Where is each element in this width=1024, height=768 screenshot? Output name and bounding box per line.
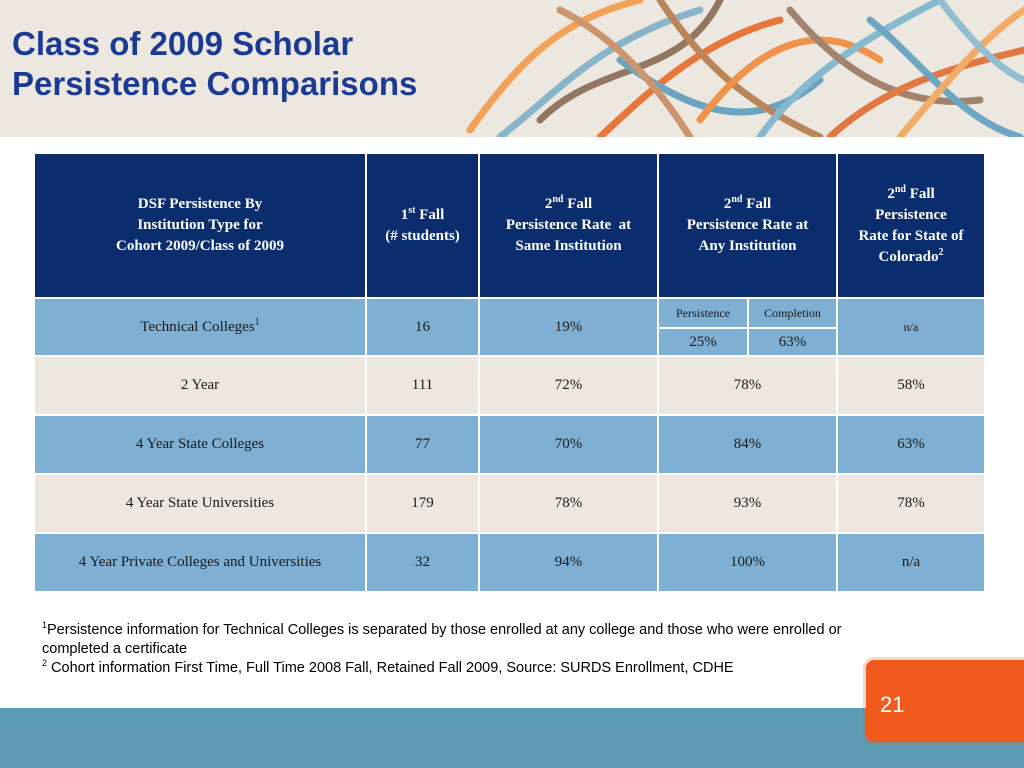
cell-institution: 2 Year xyxy=(33,355,367,416)
header-ordinal-sup: nd xyxy=(894,183,906,195)
table-row: 4 Year State Colleges 77 70% 84% 63% xyxy=(33,414,986,475)
header-line: Persistence Rate at xyxy=(505,217,632,233)
page-title: Class of 2009 Scholar Persistence Compar… xyxy=(12,24,417,104)
cell-students: 111 xyxy=(365,355,480,416)
cell-text: Technical Colleges xyxy=(140,318,255,335)
header-ordinal-sup: nd xyxy=(552,194,564,205)
cell-same-rate: 72% xyxy=(478,355,659,416)
footnote-marker: 1 xyxy=(42,620,48,631)
footnote-1: 1Persistence information for Technical C… xyxy=(42,621,872,659)
title-line-2: Persistence Comparisons xyxy=(12,65,418,102)
cell-same-rate: 70% xyxy=(478,414,659,475)
header-ordinal-sup: nd xyxy=(731,194,743,205)
header-line: Fall xyxy=(905,185,935,202)
cell-institution: Technical Colleges1 xyxy=(33,297,367,357)
header-any-institution-rate: 2nd Fall Persistence Rate at Any Institu… xyxy=(657,152,838,299)
cell-institution: 4 Year State Colleges xyxy=(33,414,367,475)
cell-any-rate: 78% xyxy=(657,355,838,416)
table-row: 2 Year 111 72% 78% 58% xyxy=(33,355,986,416)
header-line: Fall xyxy=(415,206,445,223)
footer-band xyxy=(0,708,1024,768)
cell-state-rate: n/a xyxy=(836,297,986,357)
cell-students: 179 xyxy=(365,473,480,534)
cell-state-rate: 58% xyxy=(836,355,986,416)
cell-institution: 4 Year Private Colleges and Universities xyxy=(33,532,367,593)
footnote-text: Cohort information First Time, Full Time… xyxy=(47,660,734,676)
cell-persistence: 25% xyxy=(657,327,749,357)
header-line: Rate for State of xyxy=(858,227,964,244)
header-line: (# students) xyxy=(385,227,460,244)
cell-any-rate: 100% xyxy=(657,532,838,593)
header-line: Colorado xyxy=(878,248,939,265)
page-number-box xyxy=(866,660,1024,742)
header-line: Persistence xyxy=(875,206,947,223)
header-line: Fall xyxy=(742,196,772,212)
header-state-rate: 2nd Fall Persistence Rate for State of C… xyxy=(836,152,986,299)
header-line: Same Institution xyxy=(515,238,622,254)
cell-any-rate: 84% xyxy=(657,414,838,475)
cell-state-rate: n/a xyxy=(836,532,986,593)
header-line: DSF Persistence By xyxy=(137,196,263,212)
header-ordinal: 1 xyxy=(400,206,409,223)
footnote-marker: 1 xyxy=(254,316,260,328)
footnote-2: 2 Cohort information First Time, Full Ti… xyxy=(42,659,872,678)
table-row: 25% 63% xyxy=(34,327,985,357)
header-line: Any Institution xyxy=(698,238,797,254)
cell-completion: 63% xyxy=(747,327,838,357)
cell-same-rate: 78% xyxy=(478,473,659,534)
footnotes: 1Persistence information for Technical C… xyxy=(42,621,872,678)
header-line: Fall xyxy=(563,196,593,212)
cell-state-rate: 78% xyxy=(836,473,986,534)
cell-completion-label: Completion xyxy=(747,297,838,329)
header-institution-type: DSF Persistence By Institution Type for … xyxy=(33,152,367,299)
abstract-ribbons-graphic xyxy=(466,0,1024,137)
cell-any-rate: 93% xyxy=(657,473,838,534)
cell-students: 77 xyxy=(365,414,480,475)
header-band: Class of 2009 Scholar Persistence Compar… xyxy=(0,0,1024,137)
header-line: Persistence Rate at xyxy=(686,217,809,233)
table-header-row: DSF Persistence By Institution Type for … xyxy=(33,152,986,299)
header-ordinal: 2 xyxy=(723,196,732,212)
table-row: 4 Year State Universities 179 78% 93% 78… xyxy=(33,473,986,534)
title-line-1: Class of 2009 Scholar xyxy=(12,25,354,62)
header-ordinal: 2 xyxy=(544,196,553,212)
header-same-institution-rate: 2nd Fall Persistence Rate at Same Instit… xyxy=(478,152,659,299)
cell-same-rate: 94% xyxy=(478,532,659,593)
header-first-fall: 1st Fall (# students) xyxy=(365,152,480,299)
persistence-table: DSF Persistence By Institution Type for … xyxy=(33,152,986,593)
footnote-text: Persistence information for Technical Co… xyxy=(42,622,842,657)
header-ordinal-sup: st xyxy=(408,204,416,216)
table-row: 4 Year Private Colleges and Universities… xyxy=(33,532,986,593)
header-ordinal: 2 xyxy=(887,185,895,202)
cell-students: 16 xyxy=(365,297,480,357)
cell-state-rate: 63% xyxy=(836,414,986,475)
cell-students: 32 xyxy=(365,532,480,593)
header-line: Cohort 2009/Class of 2009 xyxy=(116,238,284,254)
table-row: Technical Colleges1 16 19% Persistence C… xyxy=(33,297,986,357)
cell-persistence-label: Persistence xyxy=(657,297,749,329)
footnote-marker: 2 xyxy=(42,658,48,669)
cell-same-rate: 19% xyxy=(478,297,659,357)
header-line: Institution Type for xyxy=(137,217,263,233)
footnote-marker: 2 xyxy=(938,246,944,258)
cell-institution: 4 Year State Universities xyxy=(33,473,367,534)
page-number: 21 xyxy=(880,692,905,717)
